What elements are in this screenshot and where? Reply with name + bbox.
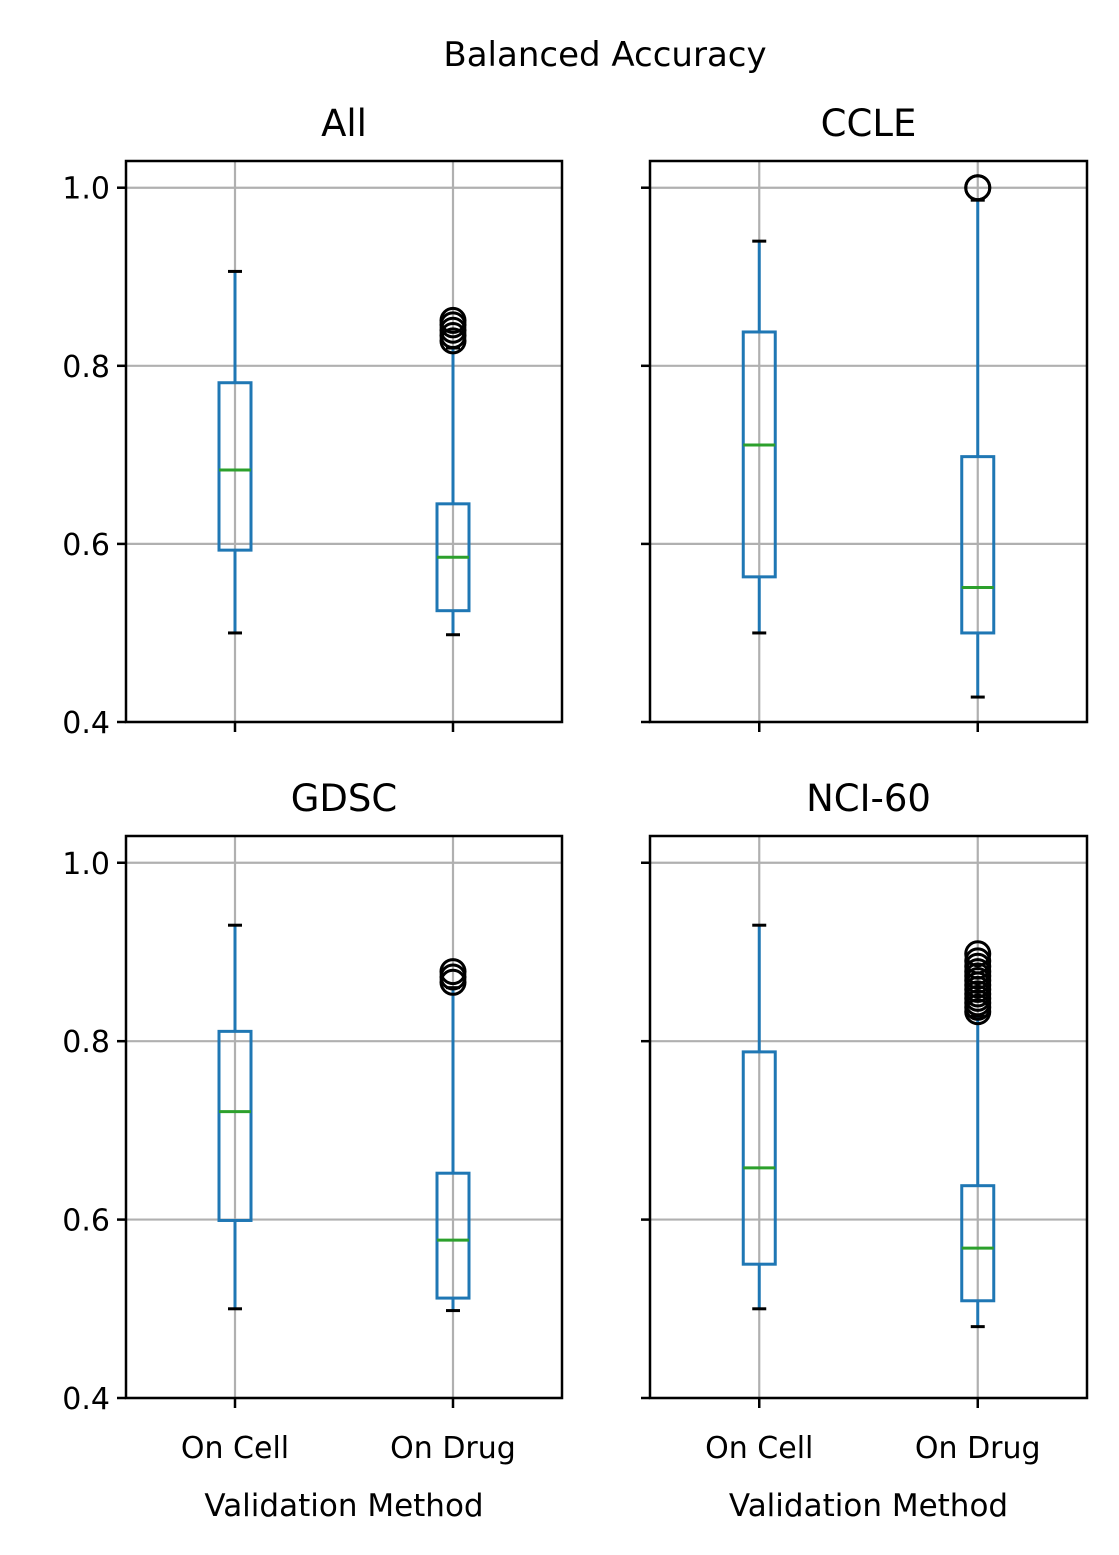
y-tick-label: 0.8	[62, 1025, 110, 1060]
subplot-ccle: CCLE	[641, 102, 1089, 732]
box-on-drug	[960, 940, 996, 1329]
iqr-box	[741, 330, 777, 579]
outlier-point	[964, 174, 992, 202]
box-on-cell	[741, 239, 777, 635]
y-tick-label: 1.0	[62, 847, 110, 882]
y-tick-label: 0.4	[62, 1382, 110, 1417]
x-axis-label: Validation Method	[204, 1488, 483, 1524]
box-on-cell	[217, 923, 253, 1311]
y-tick-label: 0.8	[62, 350, 110, 385]
y-tick-label: 1.0	[62, 172, 110, 207]
x-tick-label: On Cell	[181, 1431, 289, 1466]
y-tick-label: 0.4	[62, 706, 110, 741]
subplot-gdsc: 0.4 0.6 0.8 1.0 On Cell On Drug GDSC Validation…	[62, 777, 564, 1524]
subplot-title: CCLE	[821, 102, 917, 145]
subplot-title: All	[321, 102, 367, 145]
iqr-box	[217, 381, 253, 552]
axes-frame	[648, 159, 1089, 724]
subplot-title: GDSC	[291, 777, 397, 820]
figure-suptitle: Balanced Accuracy	[443, 35, 766, 75]
x-tick-label: On Cell	[705, 1431, 813, 1466]
x-axis-label: Validation Method	[729, 1488, 1008, 1524]
y-tick-label: 0.6	[62, 528, 110, 563]
y-tick-label: 0.6	[62, 1204, 110, 1239]
subplot-nci-60: On Cell On Drug NCI-60 Validation Method	[641, 777, 1089, 1524]
iqr-box	[960, 455, 996, 635]
outlier-point	[964, 940, 992, 968]
outlier-point	[439, 958, 467, 986]
iqr-box	[741, 1050, 777, 1266]
box-on-cell	[741, 923, 777, 1311]
box-on-drug	[435, 958, 471, 1313]
axes-frame	[124, 159, 564, 724]
box-on-drug	[435, 306, 471, 637]
x-tick-label: On Drug	[390, 1431, 516, 1466]
box-on-cell	[217, 269, 253, 635]
iqr-box	[217, 1029, 253, 1222]
box-on-drug	[960, 174, 996, 699]
subplot-all: 0.4 0.6 0.8 1.0 All	[62, 102, 564, 741]
outlier-point	[439, 306, 467, 334]
axes-frame	[124, 834, 564, 1400]
subplot-title: NCI-60	[806, 777, 931, 820]
iqr-box	[960, 1184, 996, 1303]
outlier-point	[964, 947, 992, 975]
iqr-box	[435, 1171, 471, 1300]
x-tick-label: On Drug	[915, 1431, 1041, 1466]
axes-frame	[648, 834, 1089, 1400]
